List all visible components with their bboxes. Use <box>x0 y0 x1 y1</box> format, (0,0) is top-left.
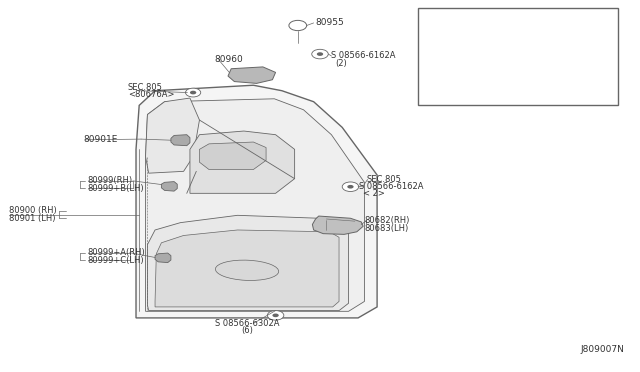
Circle shape <box>317 52 323 56</box>
Text: 80682(RH): 80682(RH) <box>364 216 410 225</box>
Circle shape <box>558 60 571 67</box>
Polygon shape <box>161 182 177 191</box>
Circle shape <box>342 182 358 192</box>
Circle shape <box>190 91 196 94</box>
Polygon shape <box>155 253 171 263</box>
Polygon shape <box>312 216 363 234</box>
Text: (2): (2) <box>335 60 347 68</box>
Text: 80960: 80960 <box>214 55 243 64</box>
Text: 80961 (LH): 80961 (LH) <box>492 19 542 28</box>
Bar <box>419 8 618 105</box>
Text: < 2>: < 2> <box>362 189 385 198</box>
Circle shape <box>273 314 279 317</box>
Circle shape <box>268 311 284 320</box>
Text: 80999+B(LH): 80999+B(LH) <box>87 184 144 193</box>
Circle shape <box>460 60 472 67</box>
Polygon shape <box>171 135 190 146</box>
Text: J809007N: J809007N <box>580 344 625 353</box>
Circle shape <box>186 88 201 97</box>
Text: 80901E: 80901E <box>83 135 118 144</box>
Polygon shape <box>456 51 577 76</box>
Text: SEC.805: SEC.805 <box>128 83 163 92</box>
Text: S 08566-6302A: S 08566-6302A <box>215 319 279 328</box>
Polygon shape <box>155 230 339 307</box>
Text: 80999+C(LH): 80999+C(LH) <box>87 256 144 264</box>
Polygon shape <box>136 85 377 318</box>
Text: SEC.805: SEC.805 <box>366 175 401 184</box>
Text: 80999+A(RH): 80999+A(RH) <box>87 248 145 257</box>
Text: S 08566-6162A: S 08566-6162A <box>332 51 396 60</box>
Text: <80676A>: <80676A> <box>128 90 174 99</box>
Text: 80900 (RH): 80900 (RH) <box>9 206 57 215</box>
Ellipse shape <box>216 260 278 280</box>
Text: 80955: 80955 <box>315 19 344 28</box>
Polygon shape <box>228 67 276 83</box>
Circle shape <box>348 185 354 189</box>
Polygon shape <box>190 131 294 193</box>
Text: 80901 (LH): 80901 (LH) <box>9 214 56 223</box>
Polygon shape <box>147 215 349 311</box>
Text: S 08566-6162A: S 08566-6162A <box>358 182 423 191</box>
Polygon shape <box>145 98 200 173</box>
Circle shape <box>312 49 328 59</box>
Text: 80683(LH): 80683(LH) <box>364 224 409 232</box>
Polygon shape <box>145 99 364 311</box>
Circle shape <box>289 20 307 31</box>
Polygon shape <box>200 142 266 170</box>
Text: 80999(RH): 80999(RH) <box>87 176 132 185</box>
Text: (6): (6) <box>241 326 253 334</box>
